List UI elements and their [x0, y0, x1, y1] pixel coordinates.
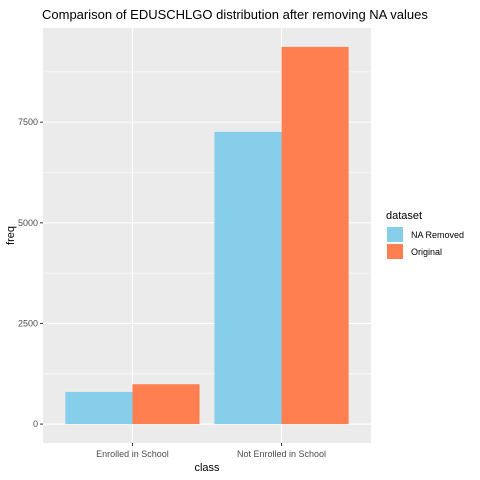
chart-title: Comparison of EDUSCHLGO distribution aft… — [42, 7, 428, 22]
x-tick-label: Not Enrolled in School — [237, 449, 326, 459]
legend: dataset NA Removed Original — [386, 210, 464, 259]
y-tick-label: 7500 — [18, 117, 38, 127]
legend-title: dataset — [386, 210, 422, 222]
y-axis-title: freq — [5, 226, 17, 245]
legend-key-original — [387, 244, 403, 259]
x-axis: Enrolled in School Not Enrolled in School — [96, 443, 326, 459]
y-tick-label: 2500 — [18, 318, 38, 328]
x-tick-label: Enrolled in School — [96, 449, 169, 459]
bar-original-0 — [132, 384, 200, 425]
legend-label: Original — [411, 247, 442, 257]
y-axis: 0 2500 5000 7500 — [18, 117, 43, 429]
y-tick-label: 5000 — [18, 218, 38, 228]
bar-na-removed-0 — [65, 391, 133, 425]
legend-label: NA Removed — [411, 230, 464, 240]
x-axis-title: class — [194, 462, 220, 474]
y-tick-label: 0 — [33, 419, 38, 429]
bar-original-1 — [281, 46, 349, 425]
legend-key-na-removed — [387, 227, 403, 242]
bars — [65, 46, 349, 425]
bar-na-removed-1 — [214, 131, 282, 425]
